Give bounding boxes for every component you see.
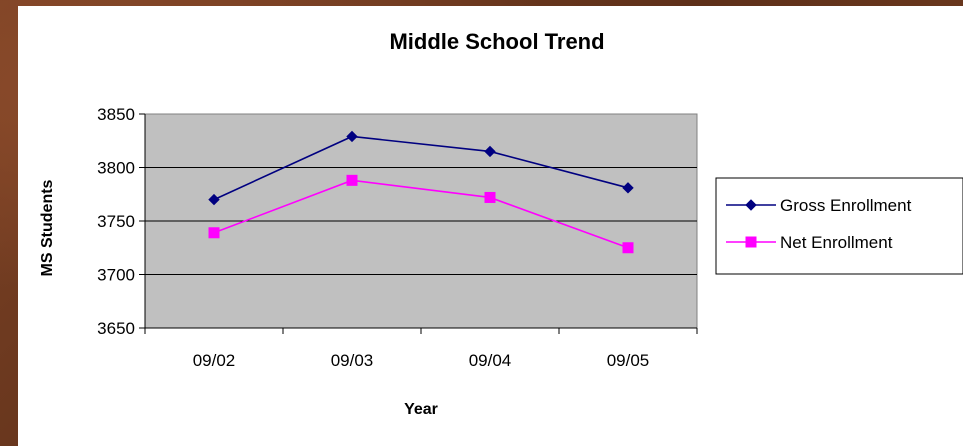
data-point [484, 145, 496, 158]
x-axis-title: Year [404, 401, 438, 418]
data-point [208, 193, 220, 206]
legend-marker [745, 199, 757, 211]
x-tick-label: 09/05 [607, 351, 650, 370]
y-tick-label: 3850 [97, 105, 135, 124]
chart-title: Middle School Trend [389, 29, 604, 54]
data-point [622, 182, 634, 194]
y-tick-label: 3800 [97, 159, 135, 178]
x-tick-label: 09/04 [469, 351, 512, 370]
legend-label: Gross Enrollment [780, 196, 912, 215]
series-line-0 [213, 135, 629, 201]
legend: Gross Enrollment Net Enrollment [715, 177, 963, 275]
x-tick-label: 09/03 [331, 351, 374, 370]
y-axis-title: MS Students [39, 179, 56, 276]
data-point [484, 191, 496, 203]
data-point [208, 227, 220, 239]
plot-area: 3650 3700 3750 3800 3850 09/02 09/03 09/04 09/05 [97, 105, 698, 370]
data-point [622, 242, 634, 254]
y-tick-label: 3650 [97, 319, 135, 338]
y-tick-label: 3700 [97, 266, 135, 285]
legend-marker [745, 236, 757, 248]
y-tick-label: 3750 [97, 212, 135, 231]
line-chart: Middle School Trend 3650 3700 3750 3800 3850… [39, 29, 963, 418]
legend-label: Net Enrollment [780, 233, 893, 252]
data-point [346, 174, 358, 186]
legend-box [715, 177, 963, 275]
data-point [346, 130, 358, 143]
series-line-1 [213, 179, 629, 249]
x-tick-label: 09/02 [193, 351, 236, 370]
chart-panel: Middle School Trend 3650 3700 3750 3800 3850… [18, 6, 963, 446]
